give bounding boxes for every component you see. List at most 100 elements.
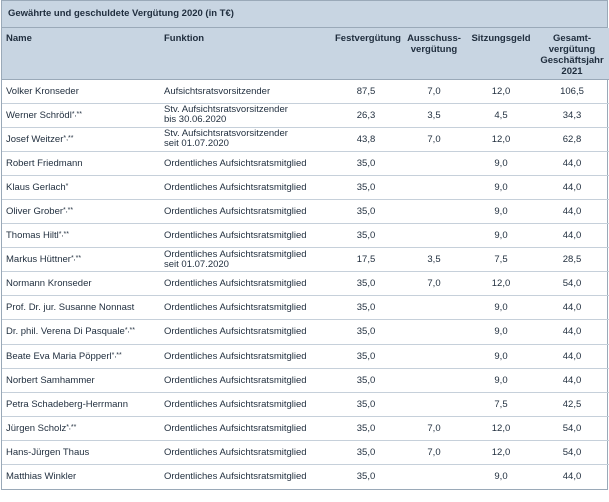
cell-festverguetung: 87,5 bbox=[331, 79, 401, 104]
footnote-marker: *,** bbox=[66, 423, 77, 431]
cell-festverguetung: 35,0 bbox=[331, 368, 401, 393]
cell-sitzungsgeld: 9,0 bbox=[467, 223, 535, 249]
cell-sitzungsgeld: 9,0 bbox=[467, 151, 535, 176]
table-row: Volker Kronseder Aufsichtsratsvorsitzende… bbox=[2, 79, 609, 104]
cell-sitzungsgeld: 9,0 bbox=[467, 199, 535, 225]
footnote-marker: *,** bbox=[63, 134, 74, 142]
cell-gesamtverguetung: 54,0 bbox=[535, 416, 609, 441]
cell-gesamtverguetung: 44,0 bbox=[535, 368, 609, 393]
table-row: Jürgen Scholz*,** Ordentliches Aufsichtsr… bbox=[2, 416, 609, 441]
cell-gesamtverguetung: 44,0 bbox=[535, 175, 609, 200]
funktion-text: Ordentliches Aufsichtsratsmitglied bbox=[164, 446, 307, 458]
cell-festverguetung: 43,8 bbox=[331, 127, 401, 152]
cell-sitzungsgeld: 4,5 bbox=[467, 103, 535, 128]
member-name: Norbert Samhammer bbox=[6, 374, 95, 386]
member-name: Jürgen Scholz bbox=[6, 422, 67, 434]
member-name: Petra Schadeberg-Herrmann bbox=[6, 398, 128, 410]
cell-ausschussverguetung: 7,0 bbox=[401, 271, 467, 297]
member-name: Oliver Grober bbox=[6, 206, 64, 218]
cell-festverguetung: 35,0 bbox=[331, 175, 401, 200]
cell-name: Dr. phil. Verena Di Pasquale*,** bbox=[2, 319, 160, 345]
member-name: Klaus Gerlach bbox=[6, 181, 66, 193]
cell-name: Beate Eva Maria Pöpperl*,** bbox=[2, 344, 160, 369]
cell-ausschussverguetung bbox=[401, 465, 467, 489]
cell-festverguetung: 35,0 bbox=[331, 319, 401, 345]
cell-funktion: Stv. Aufsichtsratsvorsitzender seit 01.0… bbox=[160, 127, 331, 152]
member-name: Hans-Jürgen Thaus bbox=[6, 446, 90, 458]
cell-festverguetung: 35,0 bbox=[331, 440, 401, 466]
table-row: Beate Eva Maria Pöpperl*,** Ordentliches … bbox=[2, 344, 609, 369]
member-name: Dr. phil. Verena Di Pasquale bbox=[6, 326, 125, 338]
cell-sitzungsgeld: 12,0 bbox=[467, 79, 535, 104]
cell-ausschussverguetung bbox=[401, 295, 467, 321]
cell-name: Prof. Dr. jur. Susanne Nonnast bbox=[2, 295, 160, 321]
cell-funktion: Ordentliches Aufsichtsratsmitglied bbox=[160, 223, 331, 249]
cell-name: Oliver Grober*,** bbox=[2, 199, 160, 225]
cell-ausschussverguetung: 3,5 bbox=[401, 103, 467, 128]
header-gesamtverguetung: Gesamt- vergütung Geschäftsjahr 2021 bbox=[535, 28, 609, 80]
table-row: Klaus Gerlach* Ordentliches Aufsichtsrats… bbox=[2, 175, 609, 200]
funktion-text: Ordentliches Aufsichtsratsmitglied bbox=[164, 302, 307, 314]
header-row: Name Funktion Festvergütung Ausschuss- v… bbox=[2, 28, 609, 80]
cell-sitzungsgeld: 12,0 bbox=[467, 271, 535, 297]
table-row: Prof. Dr. jur. Susanne Nonnast Ordentlich… bbox=[2, 295, 609, 321]
cell-ausschussverguetung: 7,0 bbox=[401, 416, 467, 441]
cell-funktion: Ordentliches Aufsichtsratsmitglied seit … bbox=[160, 247, 331, 273]
funktion-text: Ordentliches Aufsichtsratsmitglied bbox=[164, 230, 307, 242]
cell-funktion: Aufsichtsratsvorsitzender bbox=[160, 79, 331, 104]
funktion-text: Ordentliches Aufsichtsratsmitglied bbox=[164, 350, 307, 362]
cell-festverguetung: 35,0 bbox=[331, 271, 401, 297]
cell-festverguetung: 35,0 bbox=[331, 223, 401, 249]
cell-ausschussverguetung bbox=[401, 175, 467, 200]
cell-gesamtverguetung: 106,5 bbox=[535, 79, 609, 104]
cell-ausschussverguetung bbox=[401, 344, 467, 369]
table-caption: Gewährte und geschuldete Vergütung 2020 … bbox=[2, 1, 607, 28]
cell-sitzungsgeld: 9,0 bbox=[467, 368, 535, 393]
cell-funktion: Ordentliches Aufsichtsratsmitglied bbox=[160, 440, 331, 466]
funktion-text: Ordentliches Aufsichtsratsmitglied bbox=[164, 398, 307, 410]
cell-sitzungsgeld: 9,0 bbox=[467, 344, 535, 369]
cell-sitzungsgeld: 9,0 bbox=[467, 175, 535, 200]
cell-name: Josef Weitzer*,** bbox=[2, 127, 160, 152]
cell-ausschussverguetung: 7,0 bbox=[401, 440, 467, 466]
cell-ausschussverguetung bbox=[401, 151, 467, 176]
funktion-text: Ordentliches Aufsichtsratsmitglied bbox=[164, 471, 307, 483]
compensation-table-panel: Gewährte und geschuldete Vergütung 2020 … bbox=[1, 0, 609, 490]
cell-funktion: Ordentliches Aufsichtsratsmitglied bbox=[160, 465, 331, 489]
cell-sitzungsgeld: 12,0 bbox=[467, 416, 535, 441]
table-row: Werner Schrödl*,** Stv. Aufsichtsratsvors… bbox=[2, 103, 609, 128]
cell-name: Matthias Winkler bbox=[2, 465, 160, 489]
cell-gesamtverguetung: 44,0 bbox=[535, 223, 609, 249]
cell-ausschussverguetung: 7,0 bbox=[401, 79, 467, 104]
cell-gesamtverguetung: 34,3 bbox=[535, 103, 609, 128]
cell-ausschussverguetung bbox=[401, 223, 467, 249]
member-name: Beate Eva Maria Pöpperl bbox=[6, 350, 112, 362]
compensation-table: Name Funktion Festvergütung Ausschuss- v… bbox=[2, 28, 609, 489]
cell-name: Normann Kronseder bbox=[2, 271, 160, 297]
cell-gesamtverguetung: 28,5 bbox=[535, 247, 609, 273]
cell-gesamtverguetung: 44,0 bbox=[535, 199, 609, 225]
funktion-text: Stv. Aufsichtsratsvorsitzender bis 30.06… bbox=[164, 104, 288, 126]
cell-name: Klaus Gerlach* bbox=[2, 175, 160, 200]
cell-ausschussverguetung bbox=[401, 319, 467, 345]
cell-festverguetung: 35,0 bbox=[331, 344, 401, 369]
funktion-text: Ordentliches Aufsichtsratsmitglied bbox=[164, 278, 307, 290]
cell-festverguetung: 35,0 bbox=[331, 199, 401, 225]
member-name: Josef Weitzer bbox=[6, 133, 64, 145]
cell-name: Markus Hüttner*,** bbox=[2, 247, 160, 273]
cell-funktion: Ordentliches Aufsichtsratsmitglied bbox=[160, 344, 331, 369]
funktion-text: Aufsichtsratsvorsitzender bbox=[164, 85, 271, 97]
cell-gesamtverguetung: 42,5 bbox=[535, 392, 609, 417]
member-name: Thomas Hiltl bbox=[6, 230, 59, 242]
cell-gesamtverguetung: 54,0 bbox=[535, 440, 609, 466]
footnote-marker: *,** bbox=[70, 255, 82, 263]
cell-name: Robert Friedmann bbox=[2, 151, 160, 176]
funktion-text: Ordentliches Aufsichtsratsmitglied bbox=[164, 157, 307, 169]
member-name: Markus Hüttner bbox=[6, 254, 71, 266]
footnote-marker: *,** bbox=[124, 327, 135, 335]
cell-ausschussverguetung bbox=[401, 199, 467, 225]
cell-funktion: Stv. Aufsichtsratsvorsitzender bis 30.06… bbox=[160, 103, 331, 128]
table-row: Markus Hüttner*,** Ordentliches Aufsichts… bbox=[2, 247, 609, 273]
funktion-text: Ordentliches Aufsichtsratsmitglied bbox=[164, 181, 307, 193]
header-festverguetung: Festvergütung bbox=[331, 28, 401, 80]
